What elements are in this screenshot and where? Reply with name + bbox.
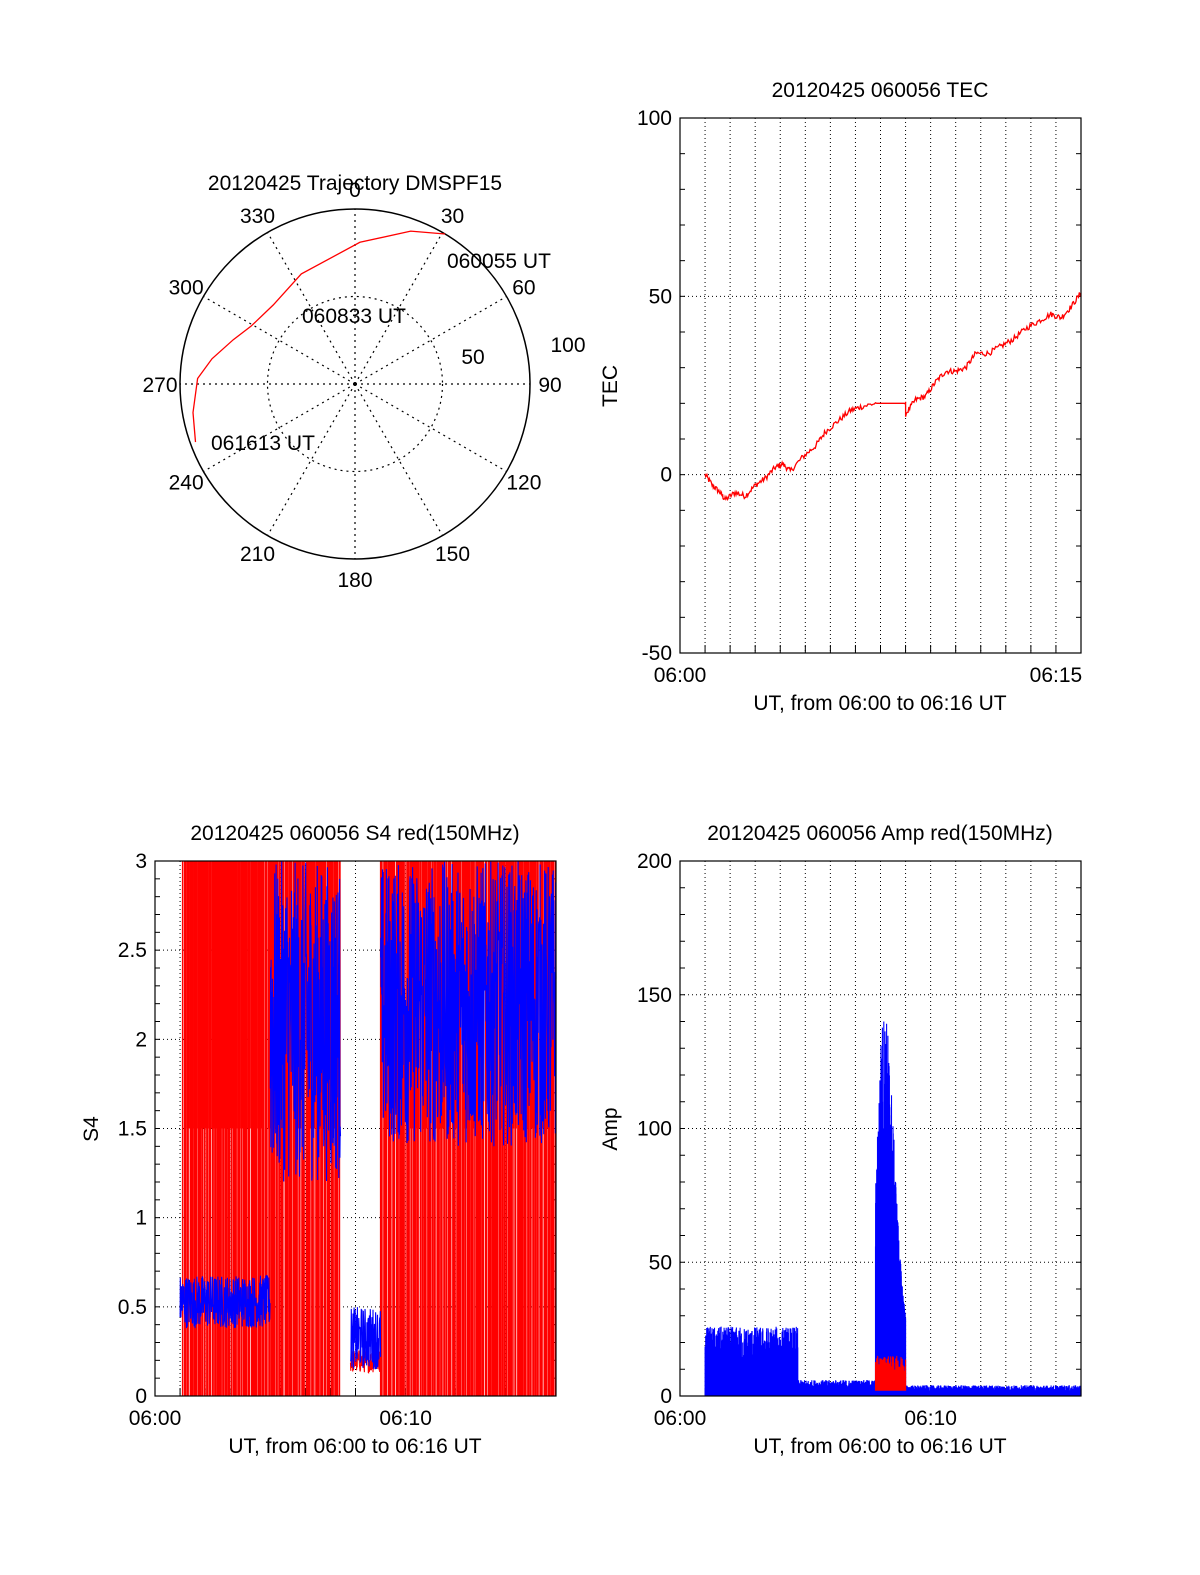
amp-title: 20120425 060056 Amp red(150MHz) [707, 822, 1053, 845]
polar-spoke-240 [203, 383, 356, 473]
amp-ytick-label-2: 100 [637, 1118, 672, 1141]
s4-ytick-label-1: 0.5 [118, 1296, 147, 1319]
tec-plot-frame [679, 117, 1082, 654]
polar-angle-label-120: 120 [506, 472, 541, 495]
amp-tick-labels: 0 50 100 150 200 06:00 06:10 [637, 850, 957, 1430]
polar-spoke-150 [354, 383, 444, 536]
polar-angle-label-90: 90 [538, 374, 561, 397]
polar-angle-label-0: 0 [349, 179, 361, 202]
s4-ytick-label-6: 3 [135, 850, 147, 873]
s4-ytick-label-3: 1.5 [118, 1118, 147, 1141]
polar-angle-label-60: 60 [512, 277, 535, 300]
amp-ytick-label-1: 50 [649, 1251, 672, 1274]
s4-blue-segment-0 [179, 1274, 271, 1329]
tec-tick-labels: -50 0 50 100 06:00 06:15 [637, 107, 1082, 687]
trajectory-series-line [192, 230, 446, 443]
s4-blue-segment-2 [349, 1307, 382, 1370]
amp-blue-segment-0 [704, 1326, 799, 1396]
polar-angle-label-240: 240 [169, 472, 204, 495]
polar-angle-label-270: 270 [142, 374, 177, 397]
tec-title: 20120425 060056 TEC [772, 79, 989, 102]
polar-spoke-60 [354, 295, 507, 385]
amp-blue-segment-2 [874, 1021, 907, 1396]
amp-ylabel: Amp [599, 1107, 622, 1150]
tec-xtick-label-1: 06:15 [1030, 664, 1083, 687]
polar-radius-label-100: 100 [550, 334, 585, 357]
s4-blue-segment-3 [380, 861, 557, 1147]
tec-xlabel: UT, from 06:00 to 06:16 UT [753, 692, 1006, 715]
tec-ylabel: TEC [599, 365, 622, 407]
polar-angle-label-300: 300 [169, 277, 204, 300]
polar-spoke-210 [266, 383, 356, 536]
s4-ytick-label-0: 0 [135, 1385, 147, 1408]
tec-series-line [704, 292, 1082, 502]
amp-ytick-label-3: 150 [637, 984, 672, 1007]
tec-ytick-label-1: 0 [660, 464, 672, 487]
polar-grid [180, 209, 530, 559]
trajectory-end-label: 061613 UT [211, 432, 315, 455]
tec-ytick-label-2: 50 [649, 285, 672, 308]
amp-red-segment-0 [874, 1355, 907, 1391]
s4-xlabel: UT, from 06:00 to 06:16 UT [228, 1435, 481, 1458]
s4-ytick-label-2: 1 [135, 1207, 147, 1230]
s4-chart: 20120425 060056 S4 red(150MHz) 0 0.5 1 1.5 2… [80, 822, 557, 1458]
polar-spoke-30 [354, 232, 444, 385]
polar-radius-label-50: 50 [461, 346, 484, 369]
amp-xtick-label-0: 06:00 [654, 1407, 707, 1430]
polar-spoke-300 [203, 295, 356, 385]
s4-blue-series [179, 861, 557, 1370]
s4-xtick-label-0: 06:00 [129, 1407, 182, 1430]
amp-chart: 20120425 060056 Amp red(150MHz) 0 50 100 15… [599, 822, 1082, 1458]
amp-plot-frame [679, 860, 1082, 1397]
polar-outer-circle [179, 208, 531, 560]
trajectory-polar-chart: 20120425 Trajectory DMSPF15 0 30 60 90 120 15… [142, 172, 585, 592]
tec-ytick-label-3: 100 [637, 107, 672, 130]
polar-angle-label-180: 180 [337, 569, 372, 592]
s4-plot-frame [154, 860, 557, 1397]
s4-xtick-label-1: 06:10 [379, 1407, 432, 1430]
s4-red-segment-0-fill [186, 861, 263, 1129]
amp-blue-segment-1 [797, 1380, 877, 1396]
amp-red-series [874, 1355, 907, 1391]
s4-tick-labels: 0 0.5 1 1.5 2 2.5 3 06:00 06:10 [118, 850, 432, 1430]
polar-angle-labels: 0 30 60 90 120 150 180 210 240 270 300 330 [142, 179, 561, 592]
amp-blue-segment-3 [905, 1385, 1082, 1396]
s4-ytick-label-4: 2 [135, 1028, 147, 1051]
tec-grid [680, 117, 1081, 654]
amp-xtick-label-1: 06:10 [904, 1407, 957, 1430]
amp-ytick-label-0: 0 [660, 1385, 672, 1408]
trajectory-start-label: 060055 UT [447, 250, 551, 273]
polar-spoke-120 [354, 383, 507, 473]
s4-blue-segment-1 [269, 861, 342, 1182]
amp-xlabel: UT, from 06:00 to 06:16 UT [753, 1435, 1006, 1458]
polar-grid-circle-50 [266, 295, 444, 473]
polar-spoke-330 [266, 232, 356, 385]
polar-angle-label-210: 210 [240, 543, 275, 566]
tec-xtick-label-0: 06:00 [654, 664, 707, 687]
s4-title: 20120425 060056 S4 red(150MHz) [190, 822, 519, 845]
amp-blue-series [704, 1021, 1082, 1396]
amp-ytick-label-4: 200 [637, 850, 672, 873]
polar-title: 20120425 Trajectory DMSPF15 [208, 172, 502, 195]
polar-angle-label-150: 150 [435, 543, 470, 566]
s4-ytick-label-5: 2.5 [118, 939, 147, 962]
s4-ylabel: S4 [80, 1116, 103, 1142]
polar-angle-label-330: 330 [240, 205, 275, 228]
tec-ytick-label-0: -50 [642, 642, 672, 665]
polar-angle-label-30: 30 [441, 205, 464, 228]
trajectory-mid-label: 060833 UT [302, 305, 406, 328]
